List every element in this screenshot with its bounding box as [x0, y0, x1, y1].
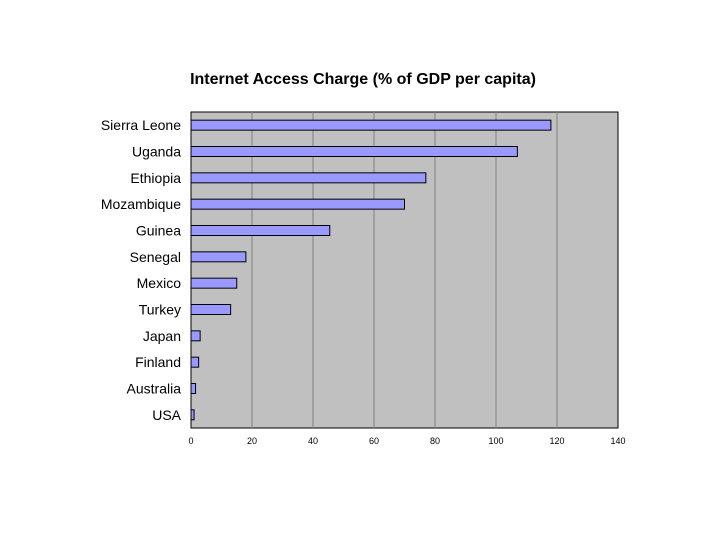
category-label: Senegal [130, 249, 181, 265]
category-label: Japan [143, 328, 181, 344]
bar [190, 330, 201, 342]
bars [190, 119, 552, 421]
gridlines [251, 112, 558, 428]
bar [190, 304, 232, 315]
category-label: Uganda [132, 144, 181, 160]
x-axis-ticks: 0 20 40 60 80 100 120 140 [188, 436, 625, 446]
bar [190, 409, 195, 421]
x-tick-label: 140 [610, 436, 625, 446]
plot-area [190, 111, 619, 429]
category-label: Australia [127, 381, 182, 397]
category-label: USA [152, 407, 181, 423]
bar [190, 277, 238, 289]
x-tick-label: 100 [488, 436, 503, 446]
category-label: Sierra Leone [101, 117, 181, 133]
x-tick-label: 20 [247, 436, 257, 446]
bar [190, 251, 247, 263]
bar [190, 119, 552, 131]
category-label: Finland [135, 354, 181, 370]
category-label: Ethiopia [130, 170, 181, 186]
category-label: Turkey [139, 302, 181, 318]
bar [190, 146, 518, 157]
bar [190, 225, 331, 236]
bar [190, 383, 197, 394]
x-tick-label: 0 [188, 436, 193, 446]
chart-title: Internet Access Charge (% of GDP per cap… [190, 71, 536, 88]
category-label: Mexico [137, 275, 182, 291]
category-label: Guinea [136, 223, 181, 239]
bar [190, 356, 200, 368]
x-tick-label: 60 [369, 436, 379, 446]
bar [190, 172, 427, 184]
bar [190, 198, 405, 210]
x-tick-label: 80 [430, 436, 440, 446]
x-tick-label: 120 [549, 436, 564, 446]
category-labels: Sierra Leone Uganda Ethiopia Mozambique Guin… [101, 117, 182, 423]
x-tick-label: 40 [308, 436, 318, 446]
category-label: Mozambique [101, 196, 181, 212]
